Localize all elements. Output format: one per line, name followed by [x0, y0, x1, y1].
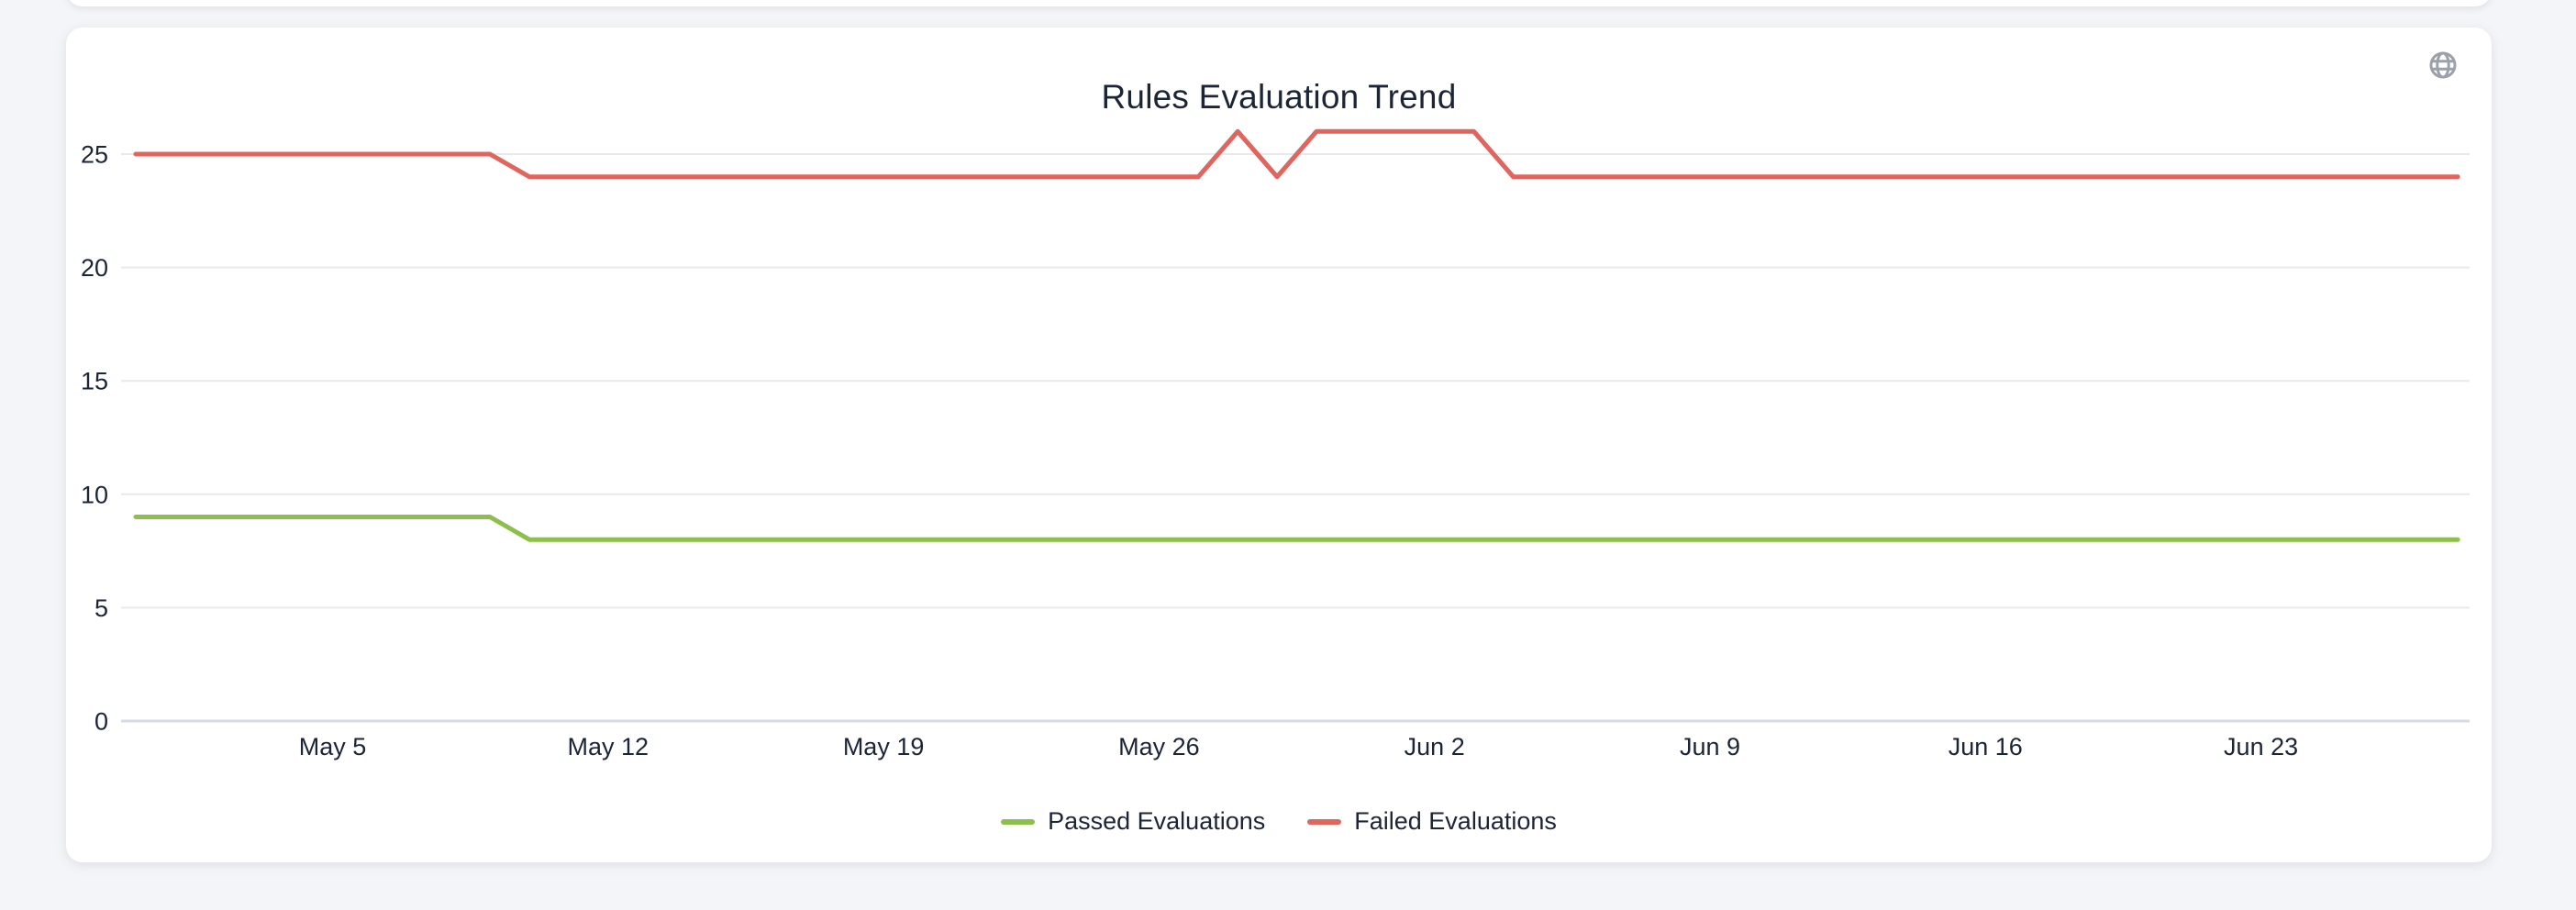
svg-text:25: 25 — [81, 141, 108, 169]
chart-card: Rules Evaluation Trend 0 5 10 15 20 25 May 5 Ma… — [66, 28, 2492, 862]
trend-chart: 0 5 10 15 20 25 May 5 May 12 May 19 May 26 Jun 2 Ju… — [81, 128, 2470, 760]
svg-text:5: 5 — [94, 594, 108, 622]
svg-text:May 12: May 12 — [568, 733, 650, 760]
svg-text:Jun 23: Jun 23 — [2224, 733, 2298, 760]
svg-text:20: 20 — [81, 254, 108, 282]
chart-title: Rules Evaluation Trend — [1101, 78, 1457, 116]
svg-text:10: 10 — [81, 481, 108, 508]
svg-text:May 5: May 5 — [299, 733, 367, 760]
failed-series-swatch — [1307, 818, 1342, 825]
svg-text:Jun 9: Jun 9 — [1680, 733, 1740, 760]
svg-text:May 26: May 26 — [1118, 733, 1200, 760]
globe-icon[interactable] — [2427, 50, 2459, 81]
svg-text:May 19: May 19 — [843, 733, 925, 760]
svg-text:15: 15 — [81, 368, 108, 395]
legend-item-failed[interactable]: Failed Evaluations — [1307, 807, 1557, 836]
svg-text:0: 0 — [94, 708, 108, 736]
svg-text:Jun 16: Jun 16 — [1949, 733, 2023, 760]
passed-series-swatch — [1001, 818, 1036, 825]
legend-item-passed[interactable]: Passed Evaluations — [1001, 807, 1265, 836]
previous-card-bottom — [66, 0, 2492, 6]
svg-text:Jun 2: Jun 2 — [1405, 733, 1465, 760]
chart-legend: Passed Evaluations Failed Evaluations — [66, 807, 2492, 836]
passed-series-label: Passed Evaluations — [1048, 807, 1266, 835]
failed-series-label: Failed Evaluations — [1354, 807, 1557, 835]
